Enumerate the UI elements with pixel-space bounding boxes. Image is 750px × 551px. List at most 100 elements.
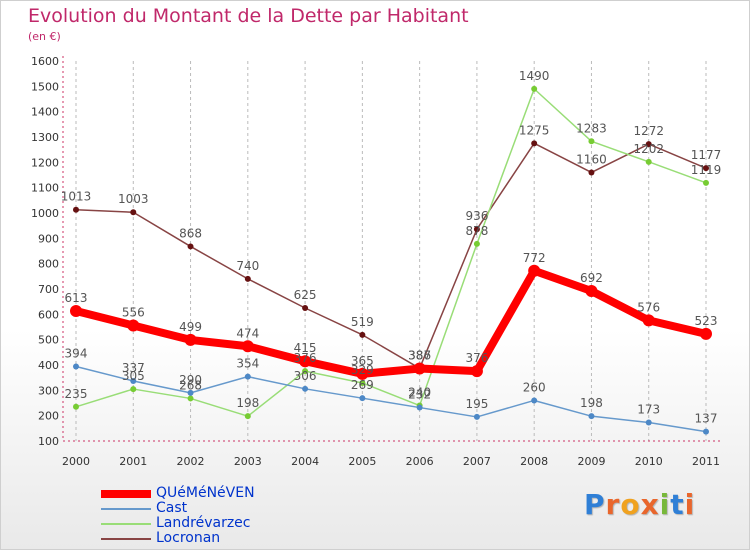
data-point bbox=[413, 362, 426, 375]
data-label: 740 bbox=[236, 259, 259, 273]
series-layer bbox=[70, 85, 712, 435]
data-label: 376 bbox=[294, 351, 317, 365]
x-tick-label: 2009 bbox=[577, 455, 605, 468]
legend-swatch-0 bbox=[101, 490, 151, 498]
data-label: 415 bbox=[294, 341, 317, 355]
data-point bbox=[244, 275, 251, 282]
data-label: 198 bbox=[580, 396, 603, 410]
x-tick-label: 2004 bbox=[291, 455, 319, 468]
data-point bbox=[700, 327, 712, 340]
data-label: 306 bbox=[294, 369, 317, 383]
legend-item: Locronan bbox=[101, 530, 401, 546]
x-tick-label: 2001 bbox=[119, 455, 147, 468]
data-point bbox=[73, 206, 79, 213]
data-label: 1272 bbox=[633, 124, 664, 138]
data-label: 260 bbox=[523, 380, 546, 394]
data-point bbox=[588, 169, 595, 176]
data-label: 474 bbox=[236, 326, 259, 340]
data-point bbox=[645, 141, 652, 148]
data-label: 1119 bbox=[691, 163, 722, 177]
data-point bbox=[473, 413, 480, 420]
data-label: 556 bbox=[122, 305, 145, 319]
y-tick-label: 1300 bbox=[31, 131, 59, 144]
y-tick-label: 700 bbox=[38, 283, 59, 296]
data-point bbox=[244, 373, 251, 380]
data-point bbox=[645, 158, 652, 165]
x-tick-label: 2010 bbox=[635, 455, 663, 468]
data-label: 625 bbox=[294, 288, 317, 302]
series-line bbox=[75, 88, 707, 417]
data-label: 329 bbox=[351, 363, 374, 377]
data-label: 386 bbox=[408, 349, 431, 363]
data-point bbox=[531, 397, 538, 404]
grid-layer bbox=[75, 61, 707, 441]
logo-letter: P bbox=[584, 488, 606, 521]
data-point bbox=[70, 305, 82, 318]
data-point bbox=[356, 367, 369, 380]
data-label: 394 bbox=[65, 347, 88, 361]
data-point bbox=[359, 379, 366, 386]
data-point bbox=[588, 413, 595, 420]
x-tick-label: 2006 bbox=[406, 455, 434, 468]
data-label: 137 bbox=[695, 412, 718, 426]
data-point bbox=[244, 413, 251, 420]
data-label: 499 bbox=[179, 320, 202, 334]
data-label-layer: 613 556 499 474 415 365 386 376 772 692 576 523 394 3… bbox=[61, 69, 722, 426]
data-label: 576 bbox=[637, 300, 660, 314]
logo-letter: o bbox=[620, 488, 641, 521]
data-point bbox=[645, 419, 652, 426]
data-point bbox=[184, 333, 197, 346]
data-point bbox=[473, 226, 480, 233]
data-label: 772 bbox=[523, 251, 546, 265]
data-label: 235 bbox=[65, 387, 88, 401]
y-tick-label: 1500 bbox=[31, 80, 59, 93]
legend: QUéMéNéVEN Cast Landrévarzec Locronan bbox=[101, 485, 401, 546]
data-label: 1275 bbox=[519, 123, 550, 137]
series-line bbox=[75, 142, 707, 370]
y-tick-label: 900 bbox=[38, 232, 59, 245]
y-tick-label: 500 bbox=[38, 334, 59, 347]
legend-label: Landrévarzec bbox=[156, 515, 251, 531]
data-point bbox=[470, 365, 483, 378]
data-label: 519 bbox=[351, 315, 374, 329]
data-label: 337 bbox=[122, 361, 145, 375]
y-tick-label: 300 bbox=[38, 384, 59, 397]
data-label: 240 bbox=[408, 386, 431, 400]
data-point bbox=[703, 179, 709, 186]
x-tick-label: 2005 bbox=[348, 455, 376, 468]
legend-swatch-1 bbox=[101, 508, 151, 510]
y-tick-label: 1000 bbox=[31, 207, 59, 220]
data-label: 1283 bbox=[576, 121, 607, 135]
data-point bbox=[585, 285, 598, 298]
axis-layer: 2000 2001 2002 2003 2004 2005 2006 2007 2008 2009… bbox=[31, 55, 721, 468]
data-point bbox=[531, 85, 538, 92]
legend-swatch-2 bbox=[101, 523, 151, 525]
legend-label: QUéMéNéVEN bbox=[156, 485, 255, 501]
data-label: 354 bbox=[236, 357, 259, 371]
data-point bbox=[302, 385, 309, 392]
chart-title: Evolution du Montant de la Dette par Hab… bbox=[28, 5, 469, 27]
x-tick-label: 2007 bbox=[463, 455, 491, 468]
data-point bbox=[73, 403, 79, 410]
data-point bbox=[130, 377, 137, 384]
series-line bbox=[75, 365, 707, 433]
data-point bbox=[187, 243, 194, 250]
legend-swatch-3 bbox=[101, 538, 151, 540]
x-tick-label: 2002 bbox=[177, 455, 205, 468]
data-label: 195 bbox=[465, 397, 488, 411]
data-point bbox=[359, 395, 366, 402]
legend-label: Cast bbox=[156, 500, 188, 516]
data-point bbox=[187, 389, 194, 396]
proxiti-logo: Proxiti bbox=[584, 488, 695, 521]
data-label: 268 bbox=[179, 378, 202, 392]
logo-letter: x bbox=[640, 488, 660, 521]
data-point bbox=[642, 314, 655, 327]
y-tick-label: 400 bbox=[38, 359, 59, 372]
legend-item: Cast bbox=[101, 500, 401, 516]
y-tick-label: 1200 bbox=[31, 156, 59, 169]
x-tick-label: 2000 bbox=[62, 455, 90, 468]
data-point bbox=[703, 428, 709, 435]
y-tick-label: 600 bbox=[38, 308, 59, 321]
data-label: 198 bbox=[236, 396, 259, 410]
